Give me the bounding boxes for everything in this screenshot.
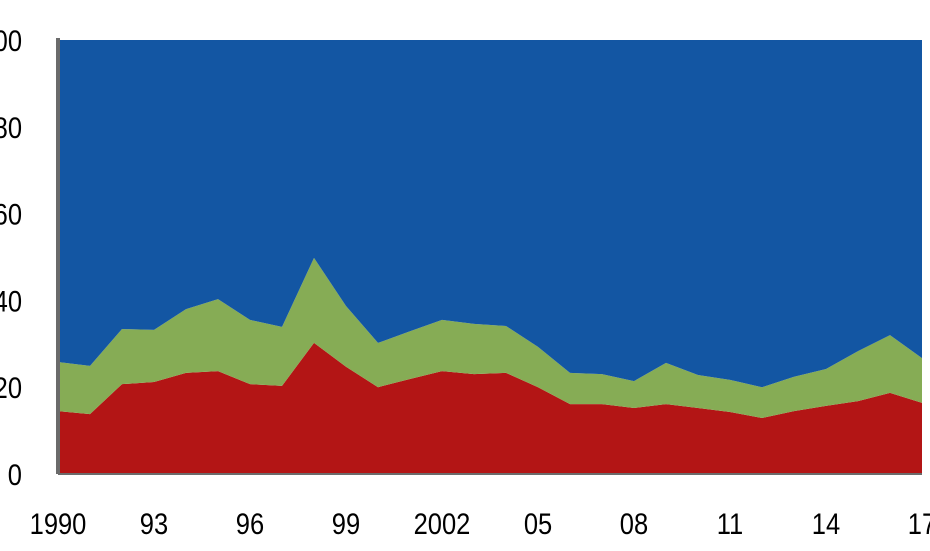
y-tick-label: 100 (0, 24, 22, 57)
x-tick-label: 17 (908, 507, 930, 540)
x-tick-label: 14 (812, 507, 840, 540)
x-tick-label: 11 (717, 507, 743, 540)
y-tick-label: 60 (0, 198, 22, 231)
x-tick-label: 05 (524, 507, 552, 540)
x-tick-label: 2002 (414, 507, 471, 540)
x-tick-label: 08 (620, 507, 648, 540)
y-tick-label: 80 (0, 111, 22, 144)
area-series-2 (58, 40, 922, 388)
x-tick-label: 99 (332, 507, 360, 540)
x-tick-label: 96 (236, 507, 264, 540)
x-tick-label: 1990 (30, 507, 87, 540)
y-tick-label: 40 (0, 284, 22, 317)
y-tick-label: 20 (0, 371, 22, 404)
x-tick-label: 93 (140, 507, 168, 540)
area-series-0 (58, 342, 922, 474)
y-tick-label: 0 (8, 458, 22, 491)
area-series-1 (58, 257, 922, 419)
